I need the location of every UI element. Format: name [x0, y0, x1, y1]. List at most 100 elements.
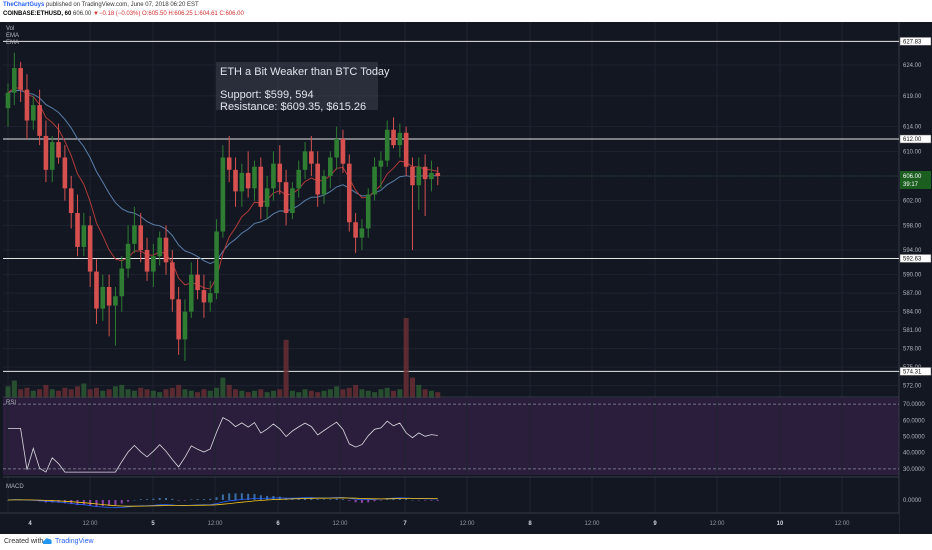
price-tick-label: 594.00: [903, 248, 922, 254]
volume-bar: [391, 390, 397, 398]
ema-slow-label: EMA: [6, 40, 20, 46]
candle-body: [226, 157, 232, 170]
candle-body: [138, 225, 144, 250]
candle-body: [5, 92, 11, 109]
candle-body: [176, 299, 181, 340]
macd-histogram-bar: [341, 499, 344, 500]
price-tick-label: 572.00: [903, 384, 922, 390]
volume-bar: [5, 386, 11, 398]
vol-pane-label: Vol: [6, 26, 15, 32]
tradingview-brand[interactable]: TradingView: [55, 538, 94, 545]
volume-bar: [201, 389, 207, 398]
created-with-label: Created with: [4, 538, 44, 545]
macd-histogram-bar: [127, 500, 130, 502]
macd-histogram-bar: [165, 497, 167, 500]
candle-body: [68, 188, 74, 213]
macd-histogram-bar: [405, 499, 408, 500]
price-tick-label: 619.00: [903, 94, 922, 100]
macd-histogram-bar: [323, 499, 325, 500]
volume-bar: [327, 389, 333, 398]
macd-histogram-bar: [177, 500, 180, 501]
chart-header: TheChartGuys published on TradingView.co…: [0, 0, 932, 22]
macd-histogram-bar: [247, 493, 250, 500]
volume-bar: [81, 383, 87, 398]
volume-bar: [264, 392, 270, 398]
volume-bar: [283, 339, 289, 398]
volume-bar: [68, 389, 74, 398]
level-label-box: [899, 367, 932, 376]
tradingview-logo-icon: [42, 538, 52, 544]
price-tick-label: 602.00: [903, 199, 922, 205]
candle-body: [315, 163, 320, 195]
candle-body: [239, 172, 245, 192]
candle-body: [87, 225, 93, 272]
candle-body: [410, 166, 415, 186]
macd-histogram-bar: [190, 499, 193, 500]
time-tick-label: 10: [777, 521, 784, 527]
candle-body: [207, 293, 213, 303]
macd-histogram-bar: [373, 500, 376, 502]
macd-histogram-bar: [234, 493, 237, 500]
macd-histogram-bar: [297, 498, 300, 500]
candle-body: [397, 132, 403, 146]
symbol-label: COINBASE:ETHUSD, 60: [3, 11, 72, 17]
volume-bar: [207, 390, 213, 398]
rsi-tick-label: 50.0000: [903, 435, 925, 441]
price-tick-label: 598.00: [903, 223, 922, 229]
level-label-box: [899, 134, 932, 144]
candle-body: [144, 250, 150, 272]
macd-histogram-bar: [183, 500, 186, 501]
candle-body: [378, 160, 384, 167]
candle-body: [100, 287, 106, 309]
volume-bar: [150, 390, 156, 398]
volume-bar: [321, 390, 327, 398]
ema-fast-label: EMA: [6, 33, 20, 39]
volume-bar: [416, 384, 422, 398]
candle-body: [75, 213, 80, 247]
candle-body: [296, 169, 302, 189]
time-axis: [0, 513, 899, 534]
volume-bar: [220, 377, 226, 398]
time-tick-label: 12:00: [584, 521, 600, 527]
candle-body: [245, 172, 251, 189]
rsi-tick-label: 60.0000: [903, 418, 925, 424]
candle-body: [106, 287, 112, 306]
volume-bar: [353, 384, 359, 398]
volume-bar: [195, 392, 201, 398]
price-tick-label: 581.00: [903, 328, 922, 334]
level-label-box: [899, 37, 932, 46]
candle-body: [372, 166, 377, 195]
volume-bar: [125, 389, 131, 398]
macd-histogram-bar: [7, 500, 9, 501]
candle-body: [24, 89, 30, 121]
candle-body: [353, 222, 358, 238]
volume-bar: [43, 384, 49, 398]
candle-body: [12, 68, 17, 93]
volume-bar: [422, 389, 428, 398]
author-name[interactable]: TheChartGuys: [3, 2, 45, 8]
volume-bar: [182, 389, 188, 398]
chart-annotation[interactable]: ETH a Bit Weaker than BTC Today Support:…: [216, 62, 390, 113]
macd-histogram-bar: [158, 497, 161, 500]
time-tick-label: 12:00: [332, 521, 348, 527]
change-value: −0.18 (−0.03%): [99, 11, 141, 17]
candle-body: [321, 176, 327, 195]
volume-bar: [346, 387, 352, 398]
volume-bar: [176, 384, 182, 398]
volume-bar: [214, 387, 220, 398]
volume-bar: [372, 392, 378, 398]
rsi-tick-label: 40.0000: [903, 451, 925, 457]
volume-bar: [119, 384, 125, 398]
volume-bar: [87, 389, 93, 398]
ohlc-values: O:605.50 H:606.25 L:604.61 C:606.00: [142, 11, 244, 17]
volume-bar: [24, 387, 30, 398]
price-chart[interactable]: 624.00 619.00 614.00 610.00 606.00 602.00 598.…: [0, 22, 932, 534]
annotation-support: Support: $599, 594: [220, 89, 314, 101]
candle-body: [271, 163, 276, 189]
price-axis: [899, 22, 932, 534]
volume-bar: [239, 390, 245, 398]
volume-bar: [315, 392, 321, 398]
macd-histogram-bar: [310, 498, 313, 500]
volume-bar: [289, 390, 295, 398]
